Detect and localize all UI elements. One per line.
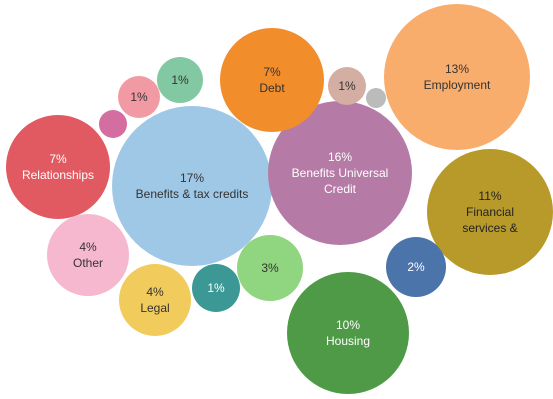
bubble-percent: 17% bbox=[180, 171, 204, 185]
bubble-label: Housing bbox=[326, 334, 370, 348]
bubble-circle bbox=[427, 149, 553, 275]
bubble-label: Benefits Universal bbox=[292, 166, 389, 180]
bubble-legal: 4% Legal bbox=[119, 264, 191, 336]
bubble-percent: 10% bbox=[336, 318, 360, 332]
bubble-unlabeled-small-magenta bbox=[99, 110, 127, 138]
bubble-other: 4% Other bbox=[47, 214, 129, 296]
bubble-unlabeled-1pct-taupe: 1% bbox=[328, 67, 366, 105]
bubble-label: services & bbox=[462, 221, 517, 235]
bubble-label: Financial bbox=[466, 205, 514, 219]
bubble-unlabeled-small-grey bbox=[366, 88, 386, 108]
bubble-percent: 1% bbox=[130, 90, 148, 104]
bubble-housing: 10% Housing bbox=[287, 272, 409, 394]
bubble-circle bbox=[47, 214, 129, 296]
bubble-label: Other bbox=[73, 256, 103, 270]
bubble-percent: 13% bbox=[445, 62, 469, 76]
bubble-unlabeled-1pct-pink: 1% bbox=[118, 76, 160, 118]
bubble-circle bbox=[268, 101, 412, 245]
bubble-percent: 1% bbox=[171, 73, 189, 87]
bubble-circle bbox=[112, 106, 272, 266]
bubble-benefits-tax-credits: 17% Benefits & tax credits bbox=[112, 106, 272, 266]
bubble-percent: 7% bbox=[49, 152, 67, 166]
bubble-percent: 1% bbox=[338, 79, 356, 93]
bubble-circle bbox=[157, 57, 203, 103]
bubble-circle bbox=[118, 76, 160, 118]
bubble-percent: 7% bbox=[263, 65, 281, 79]
bubble-benefits-universal-credit: 16% Benefits Universal Credit bbox=[268, 101, 412, 245]
bubble-circle bbox=[386, 237, 446, 297]
bubble-circle bbox=[99, 110, 127, 138]
bubble-unlabeled-1pct-teal: 1% bbox=[192, 264, 240, 312]
bubble-label: Benefits & tax credits bbox=[136, 187, 249, 201]
bubble-financial-services: 11% Financial services & bbox=[427, 149, 553, 275]
bubble-percent: 11% bbox=[478, 189, 501, 203]
bubble-percent: 4% bbox=[146, 285, 164, 299]
bubble-circle bbox=[220, 28, 324, 132]
bubble-unlabeled-2pct: 2% bbox=[386, 237, 446, 297]
bubble-circle bbox=[366, 88, 386, 108]
bubble-circle bbox=[237, 235, 303, 301]
bubble-label: Legal bbox=[140, 301, 169, 315]
bubble-label: Relationships bbox=[22, 168, 94, 182]
bubble-circle bbox=[328, 67, 366, 105]
bubble-percent: 2% bbox=[407, 260, 425, 274]
bubble-label: Debt bbox=[259, 81, 285, 95]
bubble-percent: 16% bbox=[328, 150, 352, 164]
bubble-circle bbox=[6, 115, 110, 219]
bubble-unlabeled-3pct: 3% bbox=[237, 235, 303, 301]
bubble-percent: 3% bbox=[261, 261, 279, 275]
bubble-label: Credit bbox=[324, 182, 357, 196]
bubble-label: Employment bbox=[424, 78, 491, 92]
bubble-circle bbox=[287, 272, 409, 394]
bubble-circle bbox=[192, 264, 240, 312]
bubble-percent: 4% bbox=[79, 240, 97, 254]
bubble-employment: 13% Employment bbox=[384, 4, 530, 150]
bubble-relationships: 7% Relationships bbox=[6, 115, 110, 219]
bubble-debt: 7% Debt bbox=[220, 28, 324, 132]
bubble-circle bbox=[119, 264, 191, 336]
bubble-circle bbox=[384, 4, 530, 150]
bubble-unlabeled-1pct-green: 1% bbox=[157, 57, 203, 103]
bubble-percent: 1% bbox=[207, 281, 225, 295]
